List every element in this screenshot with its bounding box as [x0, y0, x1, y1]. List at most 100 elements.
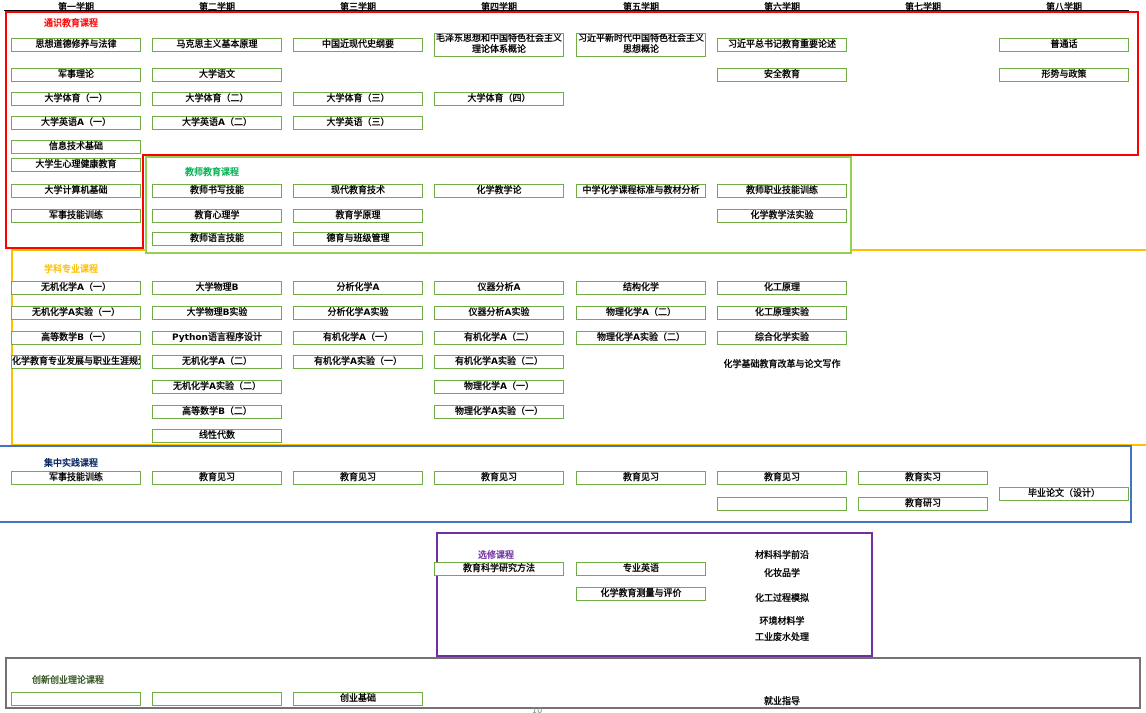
course-cell: 习近平新时代中国特色社会主义思想概论: [576, 33, 706, 57]
general-section-frame: [5, 11, 1139, 249]
course-cell: 安全教育: [717, 68, 847, 82]
course-cell: 习近平总书记教育重要论述: [717, 38, 847, 52]
course-cell: 教育学原理: [293, 209, 423, 223]
empty-course-cell: [152, 692, 282, 706]
course-cell: 物理化学A（二）: [576, 306, 706, 320]
general-section-title: 通识教育课程: [44, 19, 99, 29]
course-cell: 大学体育（三）: [293, 92, 423, 106]
course-cell: 物理化学A（一）: [434, 380, 564, 394]
course-cell: 创业基础: [293, 692, 423, 706]
course-cell: 教育见习: [293, 471, 423, 485]
elective-course-label: 环境材料学: [759, 617, 805, 627]
course-cell: 大学体育（四）: [434, 92, 564, 106]
course-cell: 物理化学A实验（一）: [434, 405, 564, 419]
course-cell: 中学化学课程标准与教材分析: [576, 184, 706, 198]
empty-course-cell: [717, 497, 847, 511]
semester-header: 第一学期: [57, 3, 94, 13]
elective-course-label: 工业废水处理: [754, 633, 809, 643]
elective-course-label: 化妆品学: [763, 569, 800, 579]
course-cell: 线性代数: [152, 429, 282, 443]
course-cell: 化学教育专业发展与职业生涯规划: [11, 355, 141, 369]
semester-header: 第六学期: [763, 3, 800, 13]
course-cell: 大学生心理健康教育: [11, 158, 141, 172]
course-cell: 结构化学: [576, 281, 706, 295]
course-cell: 仪器分析A: [434, 281, 564, 295]
course-cell: 马克思主义基本原理: [152, 38, 282, 52]
elective-course-label: 材料科学前沿: [754, 551, 809, 561]
course-cell: 教师书写技能: [152, 184, 282, 198]
semester-header: 第七学期: [904, 3, 941, 13]
course-cell: 毕业论文（设计）: [999, 487, 1129, 501]
course-cell: 有机化学A（二）: [434, 331, 564, 345]
course-cell: 军事理论: [11, 68, 141, 82]
course-cell: 教育科学研究方法: [434, 562, 564, 576]
course-cell: Python语言程序设计: [152, 331, 282, 345]
elective-section-title: 选修课程: [478, 551, 515, 561]
elective-section-frame: [436, 532, 873, 657]
course-cell: 无机化学A（二）: [152, 355, 282, 369]
semester-header: 第五学期: [622, 3, 659, 13]
course-cell: 大学语文: [152, 68, 282, 82]
course-cell: 教师职业技能训练: [717, 184, 847, 198]
course-cell: 化学教育测量与评价: [576, 587, 706, 601]
course-cell: 有机化学A实验（二）: [434, 355, 564, 369]
course-cell: 有机化学A（一）: [293, 331, 423, 345]
course-cell: 现代教育技术: [293, 184, 423, 198]
course-cell: 无机化学A实验（二）: [152, 380, 282, 394]
course-cell: 无机化学A（一）: [11, 281, 141, 295]
course-cell: 普通话: [999, 38, 1129, 52]
course-label: 就业指导: [763, 697, 800, 707]
course-cell: 教育见习: [717, 471, 847, 485]
header-rule: [4, 10, 1129, 11]
course-cell: 教育见习: [152, 471, 282, 485]
page-number: 10: [532, 706, 543, 713]
course-cell: 军事技能训练: [11, 209, 141, 223]
course-cell: 分析化学A实验: [293, 306, 423, 320]
course-cell: 大学英语A（一）: [11, 116, 141, 130]
course-cell: 德育与班级管理: [293, 232, 423, 246]
elective-course-label: 化工过程模拟: [754, 594, 809, 604]
semester-header: 第四学期: [480, 3, 517, 13]
course-cell: 军事技能训练: [11, 471, 141, 485]
empty-course-cell: [11, 692, 141, 706]
course-cell: 大学体育（二）: [152, 92, 282, 106]
course-cell: 大学物理B实验: [152, 306, 282, 320]
course-cell: 仪器分析A实验: [434, 306, 564, 320]
course-cell: 教师语言技能: [152, 232, 282, 246]
course-label: 化学基础教育改革与论文写作: [723, 360, 841, 370]
course-cell: 专业英语: [576, 562, 706, 576]
course-cell: 教育研习: [858, 497, 988, 511]
practice-section-frame: [0, 445, 1132, 523]
subject-section-title: 学科专业课程: [44, 265, 99, 275]
course-cell: 思想道德修养与法律: [11, 38, 141, 52]
course-cell: 无机化学A实验（一）: [11, 306, 141, 320]
course-cell: 教育见习: [576, 471, 706, 485]
teacher-section-title: 教师教育课程: [185, 168, 240, 178]
course-cell: 综合化学实验: [717, 331, 847, 345]
course-cell: 教育心理学: [152, 209, 282, 223]
course-cell: 有机化学A实验（一）: [293, 355, 423, 369]
course-cell: 大学物理B: [152, 281, 282, 295]
course-cell: 大学体育（一）: [11, 92, 141, 106]
course-cell: 信息技术基础: [11, 140, 141, 154]
semester-header: 第三学期: [339, 3, 376, 13]
course-cell: 形势与政策: [999, 68, 1129, 82]
course-cell: 化工原理实验: [717, 306, 847, 320]
semester-header: 第八学期: [1045, 3, 1082, 13]
course-cell: 化学教学论: [434, 184, 564, 198]
course-cell: 化学教学法实验: [717, 209, 847, 223]
course-cell: 毛泽东思想和中国特色社会主义理论体系概论: [434, 33, 564, 57]
semester-header: 第二学期: [198, 3, 235, 13]
course-cell: 大学英语A（二）: [152, 116, 282, 130]
innovation-section-frame: [5, 657, 1141, 709]
course-cell: 中国近现代史纲要: [293, 38, 423, 52]
course-cell: 教育见习: [434, 471, 564, 485]
course-cell: 大学英语（三）: [293, 116, 423, 130]
course-cell: 化工原理: [717, 281, 847, 295]
course-cell: 教育实习: [858, 471, 988, 485]
teacher-section-frame: [145, 156, 852, 254]
innovation-section-title: 创新创业理论课程: [32, 676, 105, 686]
practice-section-title: 集中实践课程: [44, 459, 99, 469]
